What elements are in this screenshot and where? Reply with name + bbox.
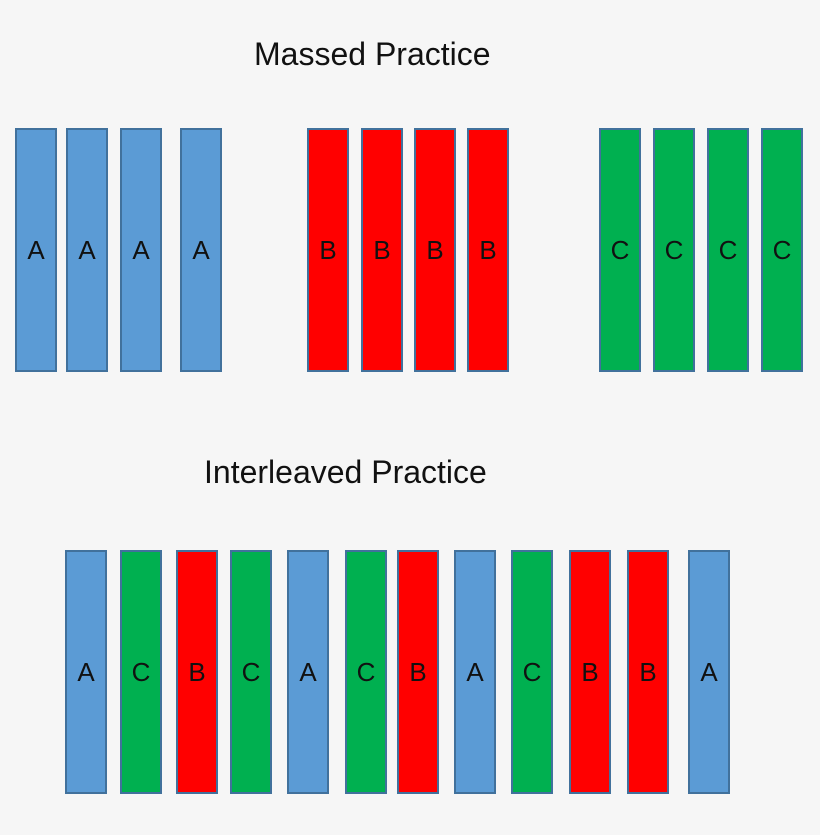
practice-block-c: C xyxy=(230,550,272,794)
practice-block-c: C xyxy=(761,128,803,372)
practice-block-a: A xyxy=(15,128,57,372)
practice-block-b: B xyxy=(361,128,403,372)
practice-block-a: A xyxy=(65,550,107,794)
practice-block-a: A xyxy=(180,128,222,372)
practice-block-a: A xyxy=(120,128,162,372)
interleaved-practice-title: Interleaved Practice xyxy=(204,454,487,490)
practice-block-c: C xyxy=(707,128,749,372)
massed-practice-title: Massed Practice xyxy=(254,36,491,72)
practice-block-b: B xyxy=(307,128,349,372)
practice-block-a: A xyxy=(454,550,496,794)
practice-block-c: C xyxy=(120,550,162,794)
practice-block-b: B xyxy=(176,550,218,794)
practice-block-a: A xyxy=(66,128,108,372)
practice-block-a: A xyxy=(287,550,329,794)
practice-block-c: C xyxy=(653,128,695,372)
practice-block-b: B xyxy=(467,128,509,372)
practice-block-c: C xyxy=(511,550,553,794)
practice-block-c: C xyxy=(599,128,641,372)
practice-block-a: A xyxy=(688,550,730,794)
practice-block-b: B xyxy=(627,550,669,794)
practice-block-b: B xyxy=(569,550,611,794)
practice-block-c: C xyxy=(345,550,387,794)
practice-block-b: B xyxy=(397,550,439,794)
practice-block-b: B xyxy=(414,128,456,372)
